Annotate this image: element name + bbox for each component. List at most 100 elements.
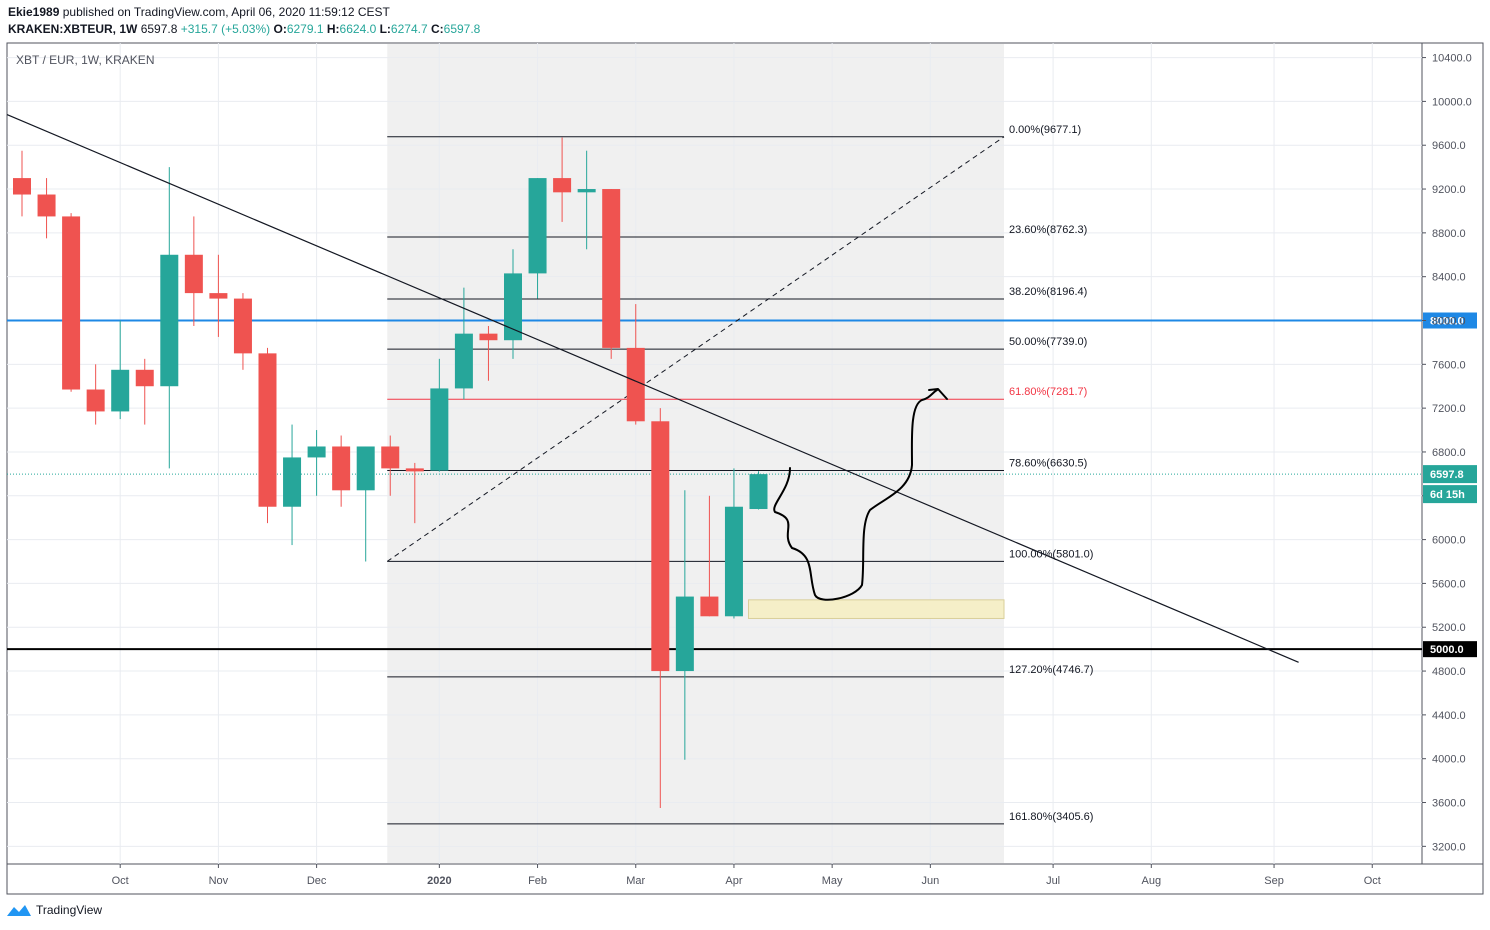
candle bbox=[700, 495, 719, 617]
candle-body bbox=[602, 189, 621, 348]
candle bbox=[135, 358, 154, 425]
candle bbox=[258, 347, 277, 524]
candle bbox=[37, 178, 56, 239]
candle bbox=[479, 325, 498, 381]
time-tick-label: Dec bbox=[307, 875, 327, 887]
price-tick-label: 8400.0 bbox=[1432, 272, 1466, 284]
current-price-tag bbox=[1423, 465, 1477, 484]
price-tick-label: 4000.0 bbox=[1432, 754, 1466, 766]
time-tick-label: May bbox=[822, 875, 843, 887]
candle-body bbox=[405, 468, 424, 472]
candles bbox=[13, 137, 768, 808]
candle bbox=[233, 293, 252, 370]
candle-body bbox=[528, 178, 547, 274]
fib-level-label: 100.00%(5801.0) bbox=[1009, 548, 1093, 560]
candle-body bbox=[749, 474, 768, 510]
candle bbox=[307, 430, 326, 496]
candle bbox=[160, 167, 179, 469]
fib-level-label: 23.60%(8762.3) bbox=[1009, 224, 1087, 236]
tradingview-logo-icon bbox=[7, 905, 31, 916]
candle bbox=[675, 490, 694, 760]
price-tick-label: 7600.0 bbox=[1432, 359, 1466, 371]
candle bbox=[381, 435, 400, 496]
horizontal-level-tag bbox=[1423, 312, 1477, 329]
price-tick-label: 10400.0 bbox=[1432, 53, 1472, 65]
candle bbox=[13, 150, 31, 217]
candle bbox=[184, 216, 203, 326]
candle bbox=[724, 468, 743, 619]
horizontal-level-label: 8000.0 bbox=[1430, 316, 1464, 328]
current-price-label: 6597.8 bbox=[1430, 469, 1464, 481]
author-name[interactable]: Ekie1989 bbox=[8, 5, 60, 19]
time-tick-label: Mar bbox=[626, 875, 645, 887]
fib-background bbox=[387, 44, 1004, 863]
horizontal-level-tag bbox=[1423, 641, 1477, 658]
candle-body bbox=[356, 446, 375, 491]
candle bbox=[430, 358, 449, 472]
candle-body bbox=[283, 457, 302, 507]
price-tick-label: 3600.0 bbox=[1432, 798, 1466, 810]
symbol-label: KRAKEN:XBTEUR, 1W bbox=[8, 22, 138, 36]
candle bbox=[528, 178, 547, 299]
candle bbox=[209, 254, 228, 337]
candle-body bbox=[454, 333, 473, 389]
candle-body bbox=[430, 388, 449, 471]
horizontal-level-label: 5000.0 bbox=[1430, 644, 1464, 656]
candle bbox=[454, 287, 473, 400]
price-tick-label: 9600.0 bbox=[1432, 140, 1466, 152]
candle bbox=[86, 364, 105, 425]
fib-level-label: 50.00%(7739.0) bbox=[1009, 336, 1087, 348]
candle-body bbox=[86, 389, 105, 412]
open-label: O: bbox=[273, 22, 287, 36]
publish-info: Ekie1989 published on TradingView.com, A… bbox=[8, 5, 390, 19]
fib-diagonal-line bbox=[386, 136, 1005, 562]
time-tick-label: Jul bbox=[1046, 875, 1060, 887]
time-tick-label: 2020 bbox=[427, 875, 451, 887]
candle-body bbox=[13, 178, 31, 195]
fib-level-label: 38.20%(8196.4) bbox=[1009, 286, 1087, 298]
time-tick-label: Jun bbox=[921, 875, 939, 887]
tradingview-footer[interactable]: TradingView bbox=[6, 902, 102, 918]
countdown-tag bbox=[1423, 485, 1477, 504]
price-tick-label: 4400.0 bbox=[1432, 710, 1466, 722]
price-tick-label: 7200.0 bbox=[1432, 403, 1466, 415]
candle-body bbox=[62, 216, 81, 390]
time-tick-label: Nov bbox=[209, 875, 229, 887]
candle-body bbox=[675, 596, 694, 672]
high-label: H: bbox=[326, 22, 340, 36]
candle-body bbox=[135, 369, 154, 387]
close-label: C: bbox=[430, 22, 444, 36]
candle-body bbox=[724, 506, 743, 617]
candle-body bbox=[700, 596, 719, 617]
time-axis: Oct Nov Dec 2020 Feb Mar Apr May Jun Jul Aug Sep Oct bbox=[112, 864, 1381, 887]
time-tick-label: Oct bbox=[112, 875, 129, 887]
support-zone bbox=[748, 599, 1005, 619]
time-tick-label: Sep bbox=[1264, 875, 1284, 887]
time-tick-label: Feb bbox=[528, 875, 547, 887]
candle bbox=[405, 462, 424, 524]
close-value: 6597.8 bbox=[443, 22, 481, 36]
fib-level-label: 161.80%(3405.6) bbox=[1009, 811, 1093, 823]
chart-title: XBT / EUR, 1W, KRAKEN bbox=[16, 53, 154, 67]
candle bbox=[577, 150, 596, 250]
candle-body bbox=[258, 353, 277, 507]
candle-body bbox=[160, 254, 179, 387]
candle bbox=[332, 435, 351, 507]
candle-body bbox=[307, 446, 326, 458]
time-tick-label: Aug bbox=[1142, 875, 1162, 887]
candle bbox=[504, 249, 522, 359]
descending-trendline bbox=[6, 113, 1299, 663]
candle-body bbox=[233, 298, 252, 354]
candle-body bbox=[577, 189, 596, 193]
projection-arrowhead bbox=[928, 388, 948, 400]
fib-level-label: 61.80%(7281.7) bbox=[1009, 386, 1087, 398]
price-tick-label: 9200.0 bbox=[1432, 184, 1466, 196]
candle-body bbox=[504, 273, 522, 341]
price-tick-label: 6000.0 bbox=[1432, 535, 1466, 547]
time-axis-frame bbox=[6, 863, 1484, 895]
candle-body bbox=[381, 446, 400, 469]
price-tick-label: 5200.0 bbox=[1432, 622, 1466, 634]
fib-level-label: 78.60%(6630.5) bbox=[1009, 458, 1087, 470]
price-tick-label: 4800.0 bbox=[1432, 666, 1466, 678]
